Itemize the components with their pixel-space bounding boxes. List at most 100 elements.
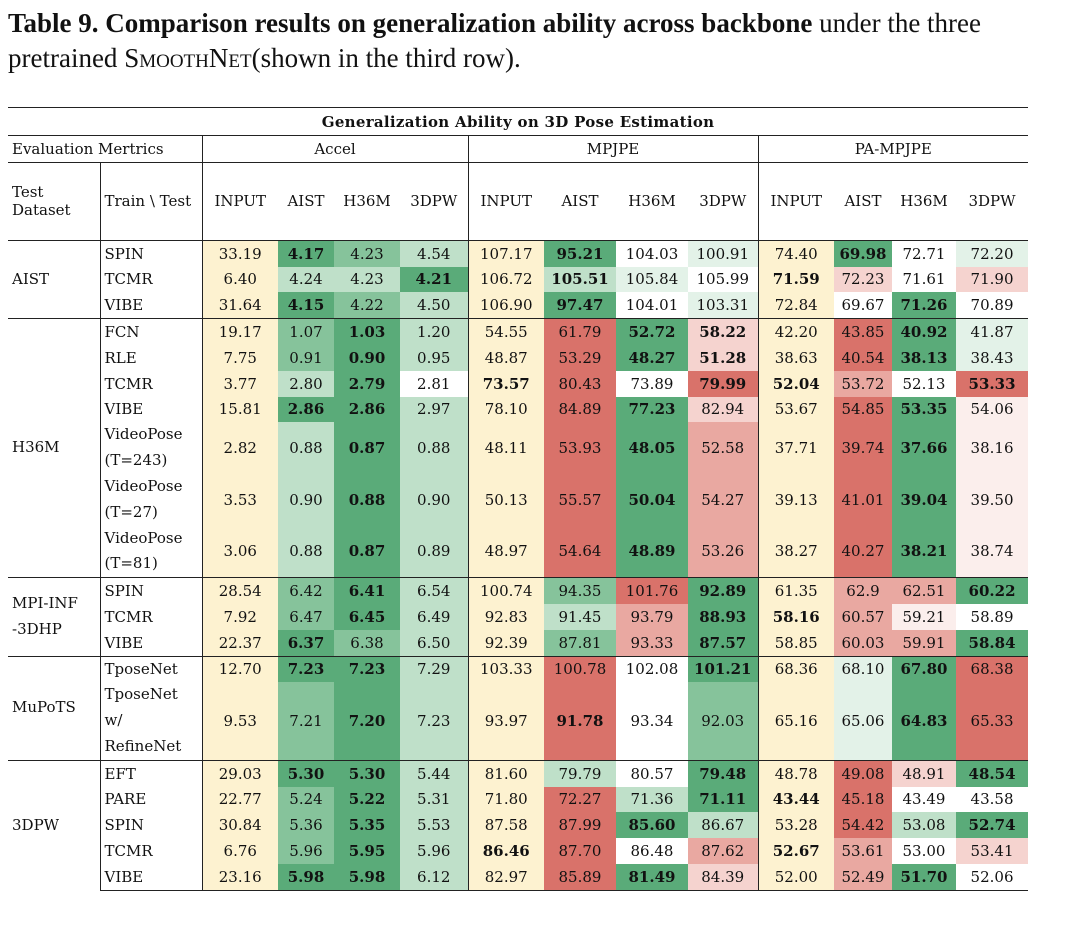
column-header-aist: AIST (278, 162, 334, 241)
value-cell: 84.89 (544, 396, 616, 423)
table-row: TposeNet w/ RefineNet 9.53 7.21 7.20 7.23 93.… (8, 682, 1029, 761)
value-cell: 0.88 (278, 525, 334, 578)
value-cell: 58.89 (956, 603, 1029, 630)
value-cell: 39.50 (956, 473, 1029, 526)
value-cell: 2.82 (201, 422, 278, 474)
value-cell: 79.48 (688, 759, 758, 787)
value-cell: 67.80 (892, 655, 956, 683)
test-dataset-label: Test Dataset (8, 162, 100, 241)
train-method-cell: TCMR (99, 603, 202, 630)
value-cell: 1.03 (334, 318, 400, 345)
value-cell: 65.33 (956, 682, 1029, 761)
table-row: VIBE 22.37 6.37 6.38 6.50 92.39 87.81 93.33 87.5… (8, 629, 1029, 657)
value-cell: 38.63 (757, 344, 834, 371)
value-cell: 48.97 (467, 525, 544, 578)
value-cell: 86.46 (467, 838, 544, 864)
value-cell: 69.98 (834, 239, 892, 267)
table-row: TCMR 3.77 2.80 2.79 2.81 73.57 80.43 73.89 79.99… (8, 370, 1029, 397)
value-cell: 92.39 (467, 629, 544, 657)
value-cell: 53.72 (834, 370, 892, 397)
value-cell: 93.34 (616, 682, 688, 761)
value-cell: 72.27 (544, 786, 616, 813)
value-cell: 87.57 (688, 629, 758, 657)
value-cell: 5.35 (334, 812, 400, 839)
value-cell: 0.90 (400, 473, 468, 526)
value-cell: 85.89 (544, 863, 616, 891)
value-cell: 5.96 (278, 838, 334, 864)
column-header-input: INPUT (201, 162, 278, 241)
caption-label: Table 9. (8, 8, 99, 38)
value-cell: 23.16 (201, 863, 278, 891)
value-cell: 71.11 (688, 786, 758, 813)
column-header-input: INPUT (757, 162, 834, 241)
value-cell: 53.35 (892, 396, 956, 423)
value-cell: 59.21 (892, 603, 956, 630)
group-header-accel: Accel (201, 135, 468, 163)
value-cell: 7.29 (400, 655, 468, 683)
value-cell: 54.85 (834, 396, 892, 423)
value-cell: 4.15 (278, 292, 334, 319)
value-cell: 72.71 (892, 239, 956, 267)
value-cell: 105.99 (688, 266, 758, 293)
value-cell: 79.79 (544, 759, 616, 787)
value-cell: 87.70 (544, 838, 616, 864)
value-cell: 6.45 (334, 603, 400, 630)
value-cell: 88.93 (688, 603, 758, 630)
value-cell: 0.90 (334, 344, 400, 371)
value-cell: 61.35 (757, 577, 834, 604)
value-cell: 74.40 (757, 239, 834, 267)
value-cell: 52.13 (892, 370, 956, 397)
train-method-cell: VideoPose (T=27) (99, 473, 202, 526)
table-row: TCMR 6.40 4.24 4.23 4.21 106.72 105.51 105.84 10… (8, 266, 1029, 293)
value-cell: 2.80 (278, 370, 334, 397)
value-cell: 39.74 (834, 422, 892, 474)
value-cell: 48.54 (956, 759, 1029, 787)
value-cell: 61.79 (544, 318, 616, 345)
value-cell: 101.21 (688, 655, 758, 683)
table-row: VideoPose (T=81) 3.06 0.88 0.87 0.89 48.97 54.… (8, 525, 1029, 578)
value-cell: 104.03 (616, 239, 688, 267)
value-cell: 81.49 (616, 863, 688, 891)
value-cell: 5.24 (278, 786, 334, 813)
value-cell: 22.77 (201, 786, 278, 813)
caption-text-before-name: under the three pretrained (8, 8, 982, 73)
value-cell: 52.00 (757, 863, 834, 891)
value-cell: 4.22 (334, 292, 400, 319)
value-cell: 68.36 (757, 655, 834, 683)
value-cell: 62.9 (834, 577, 892, 604)
table-title: Generalization Ability on 3D Pose Estima… (8, 107, 1029, 136)
table-row: VIBE 23.16 5.98 5.98 6.12 82.97 85.89 81.49 84.3… (8, 863, 1029, 891)
value-cell: 60.03 (834, 629, 892, 657)
table-row: PARE 22.77 5.24 5.22 5.31 71.80 72.27 71.36 71.1… (8, 786, 1029, 813)
value-cell: 43.49 (892, 786, 956, 813)
column-header-h36m: H36M (334, 162, 400, 241)
value-cell: 1.07 (278, 318, 334, 345)
value-cell: 5.22 (334, 786, 400, 813)
value-cell: 4.23 (334, 239, 400, 267)
column-header-h36m: H36M (616, 162, 688, 241)
value-cell: 64.83 (892, 682, 956, 761)
value-cell: 100.91 (688, 239, 758, 267)
table-row: MuPoTS TposeNet 12.70 7.23 7.23 7.29 103.33 100… (8, 655, 1029, 761)
value-cell: 6.12 (400, 863, 468, 891)
value-cell: 92.03 (688, 682, 758, 761)
group-header-pa-mpjpe: PA-MPJPE (757, 135, 1029, 163)
value-cell: 48.89 (616, 525, 688, 578)
table-row: 3DPW EFT 29.03 5.30 5.30 5.44 81.60 79.79 80.57 7… (8, 759, 1029, 891)
value-cell: 37.71 (757, 422, 834, 474)
value-cell: 48.91 (892, 759, 956, 787)
results-table: Generalization Ability on 3D Pose Estima… (8, 107, 1029, 891)
value-cell: 9.53 (201, 682, 278, 761)
value-cell: 68.10 (834, 655, 892, 683)
value-cell: 71.36 (616, 786, 688, 813)
value-cell: 6.54 (400, 577, 468, 604)
value-cell: 54.06 (956, 396, 1029, 423)
value-cell: 103.31 (688, 292, 758, 319)
value-cell: 97.47 (544, 292, 616, 319)
value-cell: 19.17 (201, 318, 278, 345)
value-cell: 65.06 (834, 682, 892, 761)
column-header-3dpw: 3DPW (956, 162, 1029, 241)
caption-method-name: SmoothNet (124, 43, 252, 73)
value-cell: 91.45 (544, 603, 616, 630)
value-cell: 5.30 (278, 759, 334, 787)
